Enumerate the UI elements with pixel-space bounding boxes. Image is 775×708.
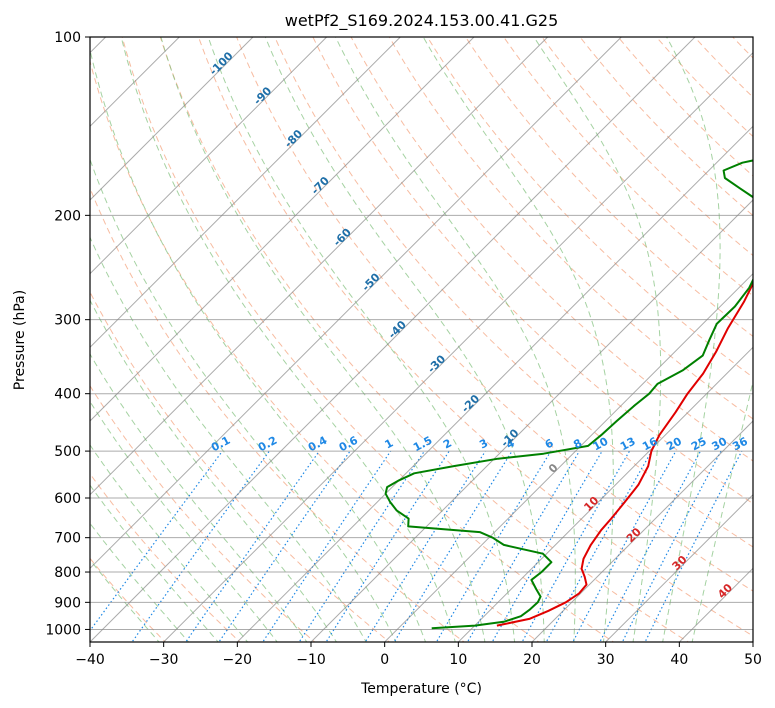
dry-adiabat-line <box>503 37 753 297</box>
x-tick-label: 40 <box>670 652 688 668</box>
mixing-ratio-line <box>185 450 320 642</box>
dewpoint-profile-line <box>384 159 753 630</box>
isotherm-line <box>236 125 753 642</box>
x-tick-label: 50 <box>744 652 762 668</box>
y-tick-label: 500 <box>54 444 81 460</box>
x-tick-label: −40 <box>75 652 105 668</box>
moist-adiabat-line <box>90 236 367 642</box>
isotherm-line <box>90 37 401 349</box>
y-axis-label: Pressure (hPa) <box>12 290 28 390</box>
dry-adiabat-line <box>159 37 690 642</box>
x-axis-label: Temperature (°C) <box>360 681 482 697</box>
mixing-ratio-label: 16 <box>640 435 660 454</box>
x-tick-label: 30 <box>597 652 615 668</box>
mixing-ratio-line <box>325 450 450 642</box>
isotherm-line <box>90 37 475 422</box>
y-tick-label: 900 <box>54 595 81 611</box>
dry-adiabat-line <box>274 37 753 548</box>
dry-adiabat-line <box>388 37 753 420</box>
mixing-ratio-line <box>572 450 677 642</box>
isotherm-line <box>384 272 753 642</box>
isotherm-line <box>310 199 753 642</box>
mixing-ratio-line <box>90 450 223 632</box>
mixing-ratio-line <box>131 450 270 642</box>
y-tick-label: 200 <box>54 208 81 224</box>
dry-adiabat-line <box>236 37 753 592</box>
mixing-ratio-label: 20 <box>664 435 684 454</box>
x-tick-label: −30 <box>149 652 179 668</box>
isotherm-line <box>90 37 254 201</box>
mixing-ratio-line <box>298 450 425 642</box>
mixing-ratio-line <box>466 450 580 642</box>
x-tick-label: 10 <box>449 652 467 668</box>
y-tick-label: 100 <box>54 30 81 46</box>
mixing-ratio-label: 30 <box>710 435 730 454</box>
y-tick-label: 400 <box>54 387 81 403</box>
y-tick-label: 700 <box>54 531 81 547</box>
moist-adiabat-line <box>90 158 397 642</box>
mixing-ratio-label: 36 <box>730 435 750 454</box>
isotherm-line <box>90 37 328 275</box>
mixing-ratio-label: 13 <box>618 435 638 454</box>
isotherm-line <box>90 37 549 496</box>
mixing-ratio-label: 10 <box>591 435 611 454</box>
mixing-ratio-label: 25 <box>689 435 709 454</box>
x-tick-label: −20 <box>223 652 253 668</box>
dry-adiabat-line <box>312 37 753 505</box>
mixing-ratio-line <box>262 450 392 642</box>
isotherm-line <box>163 51 753 642</box>
plot-frame <box>89 36 754 643</box>
x-tick-label: −10 <box>296 652 326 668</box>
y-tick-label: 800 <box>54 565 81 581</box>
mixing-ratio-line <box>218 450 351 642</box>
isotherm-line <box>90 37 622 570</box>
temperature-profile-line <box>496 281 753 627</box>
isotherm-line <box>531 420 753 642</box>
dry-adiabat-line <box>197 37 753 637</box>
isotherm-line <box>90 37 696 642</box>
mixing-ratio-line <box>393 450 513 642</box>
mixing-ratio-line <box>599 450 702 642</box>
x-tick-label: 0 <box>380 652 389 668</box>
x-tick-label: 20 <box>523 652 541 668</box>
isotherm-line <box>457 346 753 642</box>
mixing-ratio-line <box>621 450 722 642</box>
dry-adiabat-line <box>426 37 753 379</box>
chart-title: wetPf2_S169.2024.153.00.41.G25 <box>285 11 559 31</box>
dry-adiabat-line <box>350 37 753 462</box>
y-tick-label: 600 <box>54 491 81 507</box>
isotherm-line <box>605 493 753 642</box>
y-tick-label: 1000 <box>45 622 81 638</box>
y-tick-label: 300 <box>54 313 81 329</box>
dry-adiabat-line <box>465 37 753 338</box>
